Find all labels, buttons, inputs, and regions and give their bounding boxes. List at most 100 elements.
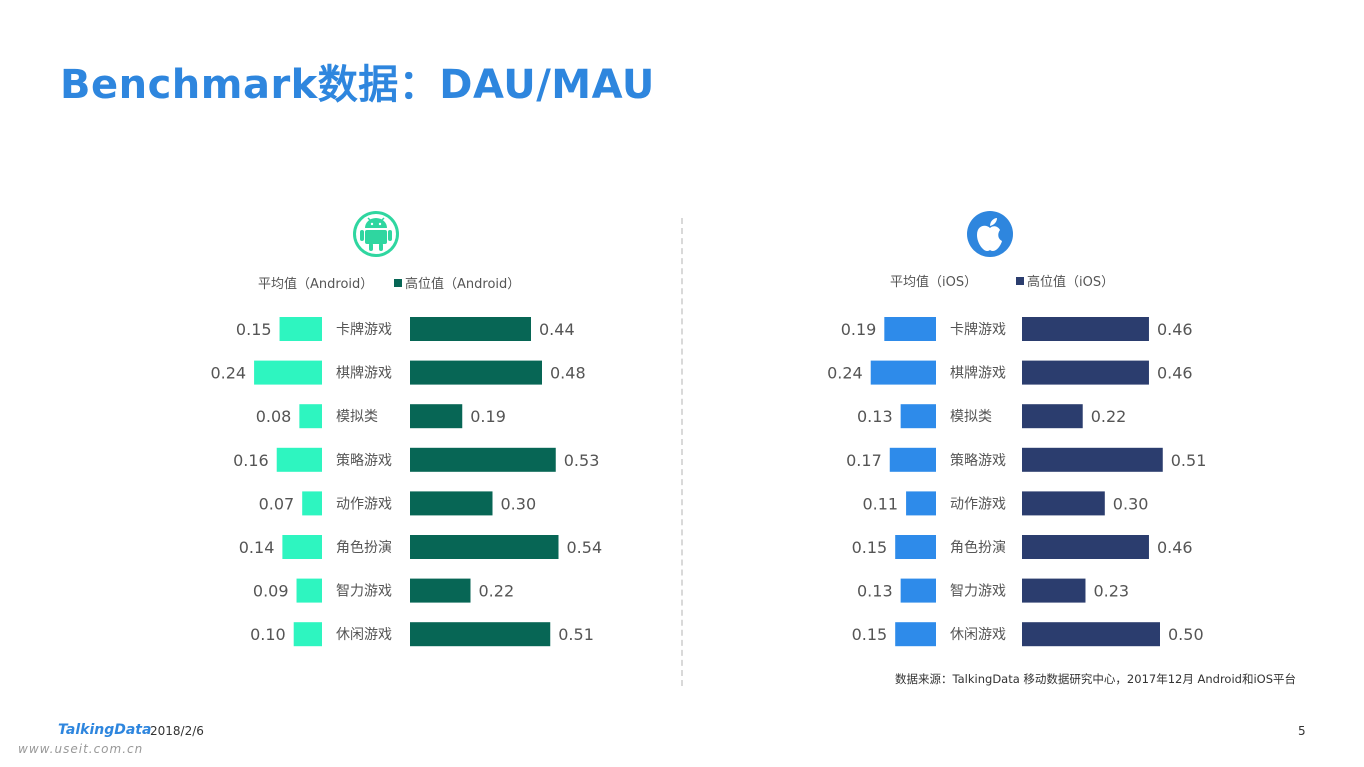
category-label: 角色扮演 xyxy=(336,539,392,556)
value-label-high: 0.30 xyxy=(501,494,537,513)
bar-high xyxy=(1022,404,1083,429)
ios-bars: 0.19 卡牌游戏 0.46 0.24 棋牌游戏 0.46 0.13 模拟类 0.22 0.17 策… xyxy=(827,317,1207,647)
bar-high xyxy=(410,360,542,385)
bar-high xyxy=(1022,491,1105,516)
value-label-high: 0.30 xyxy=(1113,494,1149,513)
value-label-avg: 0.16 xyxy=(233,451,269,470)
value-label-avg: 0.09 xyxy=(253,582,289,601)
bar-high xyxy=(1022,317,1149,341)
bar-avg xyxy=(889,447,936,472)
value-label-high: 0.46 xyxy=(1157,538,1193,557)
bar-avg xyxy=(296,578,322,603)
bar-avg xyxy=(900,404,936,429)
value-label-high: 0.51 xyxy=(558,625,594,644)
bar-high xyxy=(410,447,556,472)
value-label-high: 0.54 xyxy=(567,538,603,557)
category-label: 动作游戏 xyxy=(336,496,392,512)
footer-date: 2018/2/6 xyxy=(150,724,204,738)
page-number: 5 xyxy=(1298,724,1306,738)
value-label-avg: 0.19 xyxy=(841,320,877,339)
category-label: 模拟类 xyxy=(336,409,378,425)
bar-high xyxy=(410,535,559,559)
category-label: 休闲游戏 xyxy=(950,627,1006,643)
value-label-high: 0.53 xyxy=(564,451,600,470)
value-label-avg: 0.13 xyxy=(857,407,893,426)
bar-high xyxy=(1022,447,1163,472)
legend-avg-android: 平均值（Android） xyxy=(258,276,373,292)
category-label: 策略游戏 xyxy=(336,452,392,469)
legend-high-swatch-ios xyxy=(1016,277,1024,285)
value-label-high: 0.46 xyxy=(1157,320,1193,339)
value-label-high: 0.22 xyxy=(479,582,515,601)
bar-high xyxy=(410,622,551,647)
bar-avg xyxy=(302,491,322,516)
value-label-avg: 0.08 xyxy=(256,407,292,426)
value-label-high: 0.19 xyxy=(470,407,506,426)
value-label-avg: 0.15 xyxy=(236,320,272,339)
category-label: 卡牌游戏 xyxy=(950,321,1006,338)
page-title: Benchmark数据：DAU/MAU xyxy=(60,62,655,108)
value-label-avg: 0.07 xyxy=(259,494,295,513)
value-label-avg: 0.15 xyxy=(852,625,888,644)
value-label-avg: 0.17 xyxy=(846,451,882,470)
bar-high xyxy=(410,491,493,516)
category-label: 智力游戏 xyxy=(336,584,392,600)
bar-avg xyxy=(900,578,936,603)
bar-high xyxy=(410,404,463,429)
bar-avg xyxy=(906,491,936,516)
bar-avg xyxy=(293,622,322,647)
legend-avg-ios: 平均值（iOS） xyxy=(890,274,977,290)
value-label-high: 0.46 xyxy=(1157,364,1193,383)
ios-legend: 平均值（iOS） 高位值（iOS） xyxy=(890,274,1114,290)
bar-avg xyxy=(870,360,936,385)
category-label: 休闲游戏 xyxy=(336,627,392,643)
value-label-avg: 0.14 xyxy=(239,538,275,557)
bar-avg xyxy=(884,317,936,341)
category-label: 卡牌游戏 xyxy=(336,321,392,338)
value-label-avg: 0.10 xyxy=(250,625,286,644)
category-label: 棋牌游戏 xyxy=(336,365,392,382)
category-label: 角色扮演 xyxy=(950,539,1006,556)
value-label-high: 0.50 xyxy=(1168,625,1204,644)
category-label: 动作游戏 xyxy=(950,496,1006,512)
legend-high-swatch-android xyxy=(394,279,402,287)
brand-logo: TalkingData xyxy=(58,722,152,738)
bar-avg xyxy=(895,622,936,647)
value-label-avg: 0.11 xyxy=(862,494,898,513)
bar-avg xyxy=(279,317,322,341)
value-label-high: 0.48 xyxy=(550,364,586,383)
bar-high xyxy=(1022,360,1149,385)
category-label: 智力游戏 xyxy=(950,584,1006,600)
bar-high xyxy=(1022,622,1160,647)
watermark: www.useit.com.cn xyxy=(18,742,144,756)
bar-high xyxy=(1022,535,1149,559)
value-label-avg: 0.24 xyxy=(827,364,863,383)
value-label-avg: 0.24 xyxy=(210,364,246,383)
category-label: 棋牌游戏 xyxy=(950,365,1006,382)
panel-divider xyxy=(681,218,683,686)
android-bars: 0.15 卡牌游戏 0.44 0.24 棋牌游戏 0.48 0.08 模拟类 0.19 0.16 策… xyxy=(210,317,603,647)
value-label-avg: 0.15 xyxy=(852,538,888,557)
category-label: 策略游戏 xyxy=(950,452,1006,469)
android-legend: 平均值（Android） 高位值（Android） xyxy=(258,276,520,292)
bar-avg xyxy=(282,535,322,559)
value-label-high: 0.51 xyxy=(1171,451,1207,470)
bar-avg xyxy=(276,447,322,472)
category-label: 模拟类 xyxy=(950,409,992,425)
bar-high xyxy=(410,317,531,341)
android-icon xyxy=(353,211,399,257)
data-source-note: 数据来源：TalkingData 移动数据研究中心，2017年12月 Andro… xyxy=(895,672,1296,686)
bar-high xyxy=(1022,578,1086,603)
bar-avg xyxy=(254,360,322,385)
bar-high xyxy=(410,578,471,603)
value-label-high: 0.22 xyxy=(1091,407,1127,426)
value-label-high: 0.23 xyxy=(1093,582,1129,601)
legend-high-ios: 高位值（iOS） xyxy=(1027,274,1114,290)
value-label-high: 0.44 xyxy=(539,320,575,339)
apple-icon xyxy=(967,211,1013,257)
value-label-avg: 0.13 xyxy=(857,582,893,601)
bar-avg xyxy=(299,404,322,429)
bar-avg xyxy=(895,535,936,559)
legend-high-android: 高位值（Android） xyxy=(405,276,520,292)
